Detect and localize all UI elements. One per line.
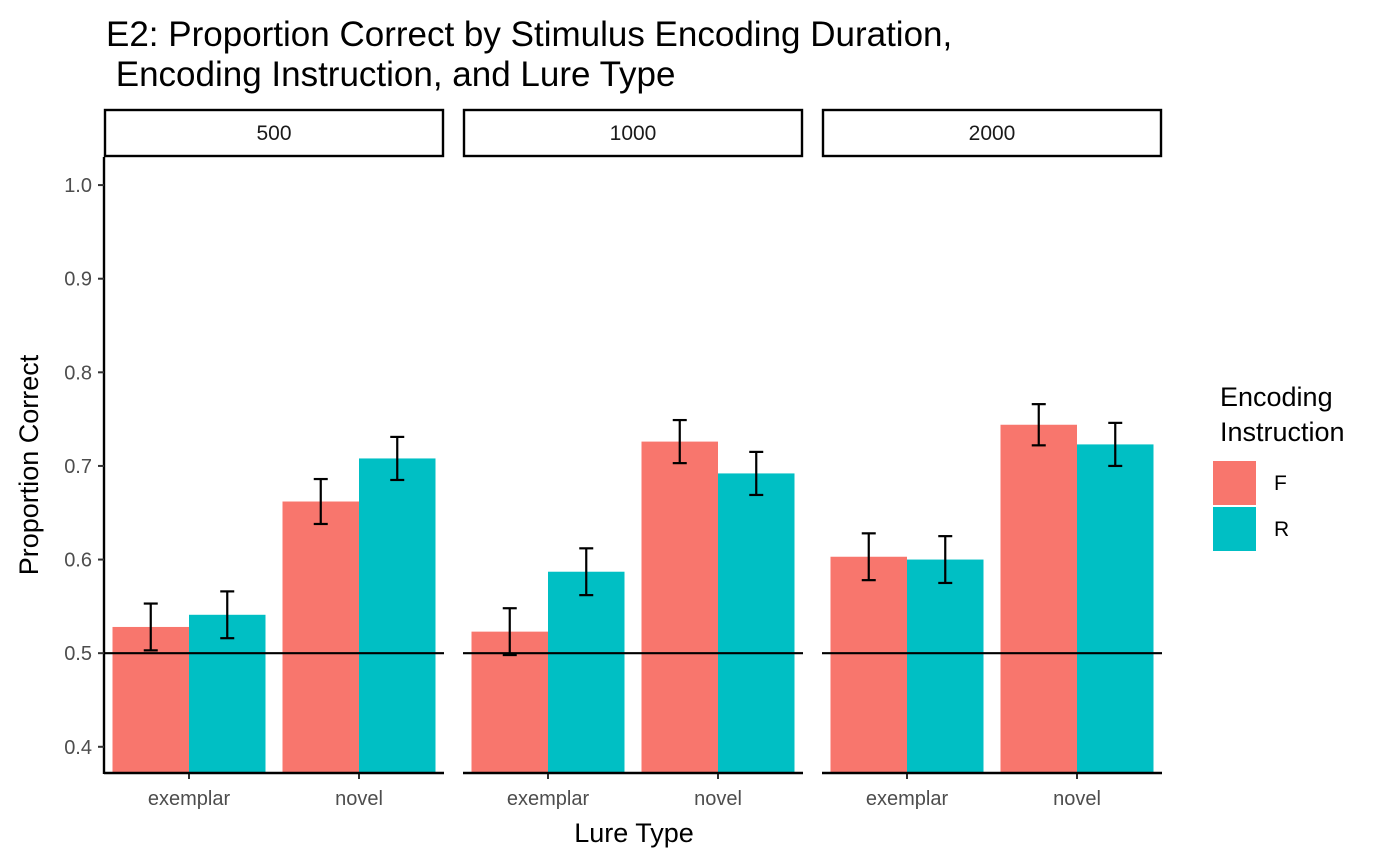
facet-strip xyxy=(462,108,804,158)
y-tick-label: 0.7 xyxy=(64,456,92,478)
facet-strip xyxy=(821,108,1163,158)
x-tick-label-exemplar: exemplar xyxy=(148,788,231,810)
facet-panel-2000: 2000 exemplar novel xyxy=(821,108,1163,810)
chart-title: E2: Proportion Correct by Stimulus Encod… xyxy=(106,15,952,54)
bar-R-exemplar xyxy=(548,571,625,773)
error-bar-R-novel xyxy=(749,450,764,497)
legend-key-R xyxy=(1213,507,1256,551)
y-axis: 0.4 0.5 0.6 0.7 0.8 0.9 1.0 xyxy=(64,157,106,774)
error-bar-F-novel xyxy=(313,477,328,526)
y-tick-label: 0.5 xyxy=(64,643,92,665)
x-tick-label-exemplar: exemplar xyxy=(507,788,590,810)
error-bar-R-exemplar xyxy=(938,535,953,585)
error-bar-R-exemplar xyxy=(220,590,235,640)
error-bar-F-exemplar xyxy=(502,607,517,657)
error-bar-R-novel xyxy=(390,435,405,482)
legend-title-line: Instruction xyxy=(1220,417,1345,447)
y-tick-label: 0.9 xyxy=(64,269,92,291)
bar-R-novel xyxy=(1077,444,1154,773)
facet-panel-1000: 1000 exemplar novel xyxy=(462,108,804,810)
error-bar-F-novel xyxy=(1031,403,1046,447)
x-tick-label-novel: novel xyxy=(335,788,383,810)
error-bar-F-novel xyxy=(672,418,687,465)
facet-strip-label: 2000 xyxy=(969,122,1016,145)
x-tick-label-novel: novel xyxy=(1053,788,1101,810)
bar-F-novel xyxy=(641,441,718,773)
facet-strip-label: 500 xyxy=(256,122,291,145)
legend-label-F: F xyxy=(1274,472,1287,495)
facet-panel-500: 500 exemplar novel xyxy=(103,108,445,810)
legend-key-F xyxy=(1213,461,1256,505)
bar-F-novel xyxy=(1000,424,1077,773)
bar-R-novel xyxy=(359,458,436,773)
legend: Encoding Instruction FR xyxy=(1213,382,1345,551)
legend-title-line: Encoding xyxy=(1220,382,1333,412)
y-axis-title: Proportion Correct xyxy=(14,354,44,575)
y-tick-label: 0.8 xyxy=(64,362,92,384)
bar-R-exemplar xyxy=(907,559,984,773)
bar-F-exemplar xyxy=(830,556,907,773)
bar-R-exemplar xyxy=(189,614,266,773)
error-bar-F-exemplar xyxy=(143,602,158,652)
bar-F-novel xyxy=(282,501,359,773)
chart-subtitle: Encoding Instruction, and Lure Type xyxy=(106,55,675,94)
y-tick-label: 1.0 xyxy=(64,175,92,197)
x-axis-title: Lure Type xyxy=(574,818,694,848)
x-tick-label-exemplar: exemplar xyxy=(866,788,949,810)
facet-strip xyxy=(103,108,445,158)
y-tick-label: 0.4 xyxy=(64,737,92,759)
error-bar-F-exemplar xyxy=(861,532,876,582)
facet-strip-label: 1000 xyxy=(610,122,657,145)
error-bar-R-exemplar xyxy=(579,547,594,597)
y-tick-label: 0.6 xyxy=(64,550,92,572)
error-bar-R-novel xyxy=(1108,421,1123,468)
legend-label-R: R xyxy=(1274,518,1289,541)
bar-R-novel xyxy=(718,473,795,773)
x-tick-label-novel: novel xyxy=(694,788,742,810)
facet-panels: 500 exemplar novel 1000 exemplar novel 2000 exe… xyxy=(103,108,1163,810)
